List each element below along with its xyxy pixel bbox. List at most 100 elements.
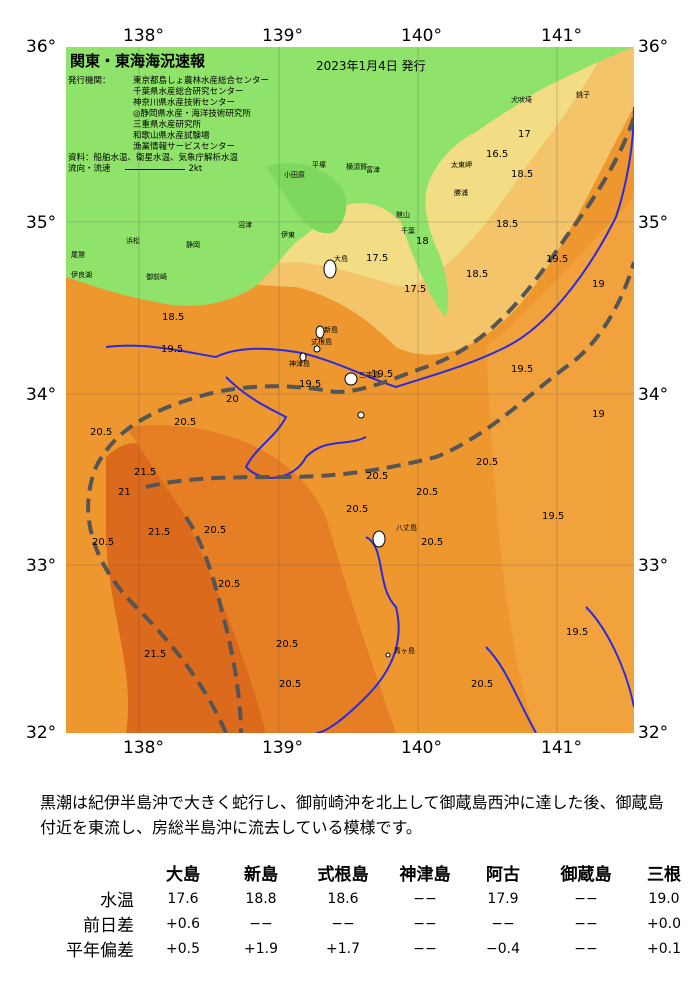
isotherm-label: 20.5 bbox=[416, 487, 438, 498]
lon-label-141-bottom: 141° bbox=[541, 738, 582, 758]
table-cell: 17.9 bbox=[487, 890, 519, 907]
place-irago: 伊良湖 bbox=[71, 270, 92, 279]
isotherm-label: 18.5 bbox=[496, 219, 518, 230]
isotherm-label: 18.5 bbox=[511, 169, 533, 180]
table-cell: 18.8 bbox=[245, 890, 277, 907]
isotherm-label: 20.5 bbox=[366, 471, 388, 482]
place-hachijojima: 八丈島 bbox=[396, 523, 417, 532]
island-oshima bbox=[323, 259, 337, 279]
island-header: 三根 bbox=[647, 864, 681, 885]
island-shikinejima bbox=[313, 345, 321, 353]
place-yokosuka: 横須賀 bbox=[346, 162, 367, 171]
row-label: 平年偏差 bbox=[66, 941, 134, 961]
table-cell: −− bbox=[413, 890, 437, 907]
table-cell: +0.1 bbox=[647, 940, 681, 957]
island-header: 式根島 bbox=[317, 864, 369, 885]
table-cell: 17.6 bbox=[167, 890, 199, 907]
lat-label-35-right: 35° bbox=[638, 213, 669, 233]
island-temperature-table: 大島 新島 式根島 神津島 阿古 御蔵島 三根 水温 17.6 18.8 18.… bbox=[44, 858, 698, 962]
isotherm-label: 20.5 bbox=[276, 639, 298, 650]
lon-label-139-bottom: 139° bbox=[262, 738, 303, 758]
lon-label-139-top: 139° bbox=[262, 26, 303, 46]
kuroshio-meander bbox=[184, 515, 243, 733]
flow-scale: 2kt bbox=[188, 164, 203, 174]
table-corner bbox=[44, 858, 144, 886]
table-header-row: 大島 新島 式根島 神津島 阿古 御蔵島 三根 bbox=[44, 858, 698, 886]
lat-label-32-right: 32° bbox=[638, 723, 669, 743]
issuer-item: 漁業情報サービスセンター bbox=[133, 142, 236, 152]
place-futtsu: 富津 bbox=[366, 165, 380, 174]
lat-label-36-left: 36° bbox=[26, 37, 57, 57]
place-niijima: 新島 bbox=[324, 325, 338, 334]
table-cell: −− bbox=[413, 940, 437, 957]
isotherm-label: 20.5 bbox=[92, 537, 114, 548]
lat-label-36-right: 36° bbox=[638, 37, 669, 57]
isotherm-label: 20.5 bbox=[346, 504, 368, 515]
isotherm-label: 19.5 bbox=[371, 369, 393, 380]
table-cell: −− bbox=[491, 915, 515, 932]
table-cell: −0.4 bbox=[486, 940, 520, 957]
table-cell: +1.9 bbox=[244, 940, 278, 957]
isotherm-label: 17.5 bbox=[366, 253, 388, 264]
isotherm-label: 18.5 bbox=[466, 269, 488, 280]
place-shikinejima: 式根島 bbox=[311, 337, 332, 346]
isotherm-label: 17.5 bbox=[404, 284, 426, 295]
map-date: 2023年1月4日 発行 bbox=[316, 59, 426, 73]
isotherm-label: 21.5 bbox=[148, 527, 170, 538]
isotherm-label: 17 bbox=[518, 129, 531, 140]
issuer-item: 東京都島しょ農林水産総合センター bbox=[133, 76, 270, 86]
island-aogashima bbox=[385, 652, 391, 658]
table-cell: −− bbox=[249, 915, 273, 932]
issuer-item: ◎静岡県水産・海洋技術研究所 bbox=[133, 109, 251, 119]
isotherm-label: 19.5 bbox=[546, 254, 568, 265]
issuer-item: 千葉県水産総合研究センター bbox=[133, 87, 244, 97]
isotherm-label: 18.5 bbox=[162, 312, 184, 323]
island-header: 神津島 bbox=[399, 864, 451, 885]
isotherm-20-lines bbox=[105, 106, 634, 733]
table-row: 平年偏差 +0.5 +1.9 +1.7 −− −0.4 −− +0.1 bbox=[44, 936, 698, 962]
warm-water-21-zone bbox=[126, 425, 396, 733]
isotherm-label: 19.5 bbox=[542, 511, 564, 522]
place-numazu: 沼津 bbox=[238, 220, 252, 229]
isotherm-label: 21 bbox=[118, 487, 131, 498]
island-hachijojima bbox=[372, 530, 386, 548]
row-label: 前日差 bbox=[83, 916, 134, 936]
grid-lines bbox=[66, 47, 634, 733]
issuer-item: 和歌山県水産試験場 bbox=[133, 131, 210, 141]
water-19-5-zone bbox=[486, 197, 634, 733]
table-row: 水温 17.6 18.8 18.6 −− 17.9 −− 19.0 bbox=[44, 886, 698, 912]
island-header: 新島 bbox=[244, 864, 278, 885]
row-label: 水温 bbox=[100, 891, 134, 911]
lat-label-33-right: 33° bbox=[638, 556, 669, 576]
isotherm-labels: 19.5 18.5 20.5 20.5 21 21.5 21.5 20.5 20… bbox=[90, 129, 605, 690]
place-inubosaki: 犬吠埼 bbox=[511, 95, 532, 104]
table-cell: +0.5 bbox=[166, 940, 200, 957]
issuer-item: 三重県水産研究所 bbox=[133, 120, 202, 130]
isotherm-label: 19 bbox=[592, 279, 605, 290]
lon-label-138-bottom: 138° bbox=[123, 738, 164, 758]
place-tateyama: 館山 bbox=[396, 210, 410, 219]
isotherm-label: 21.5 bbox=[144, 649, 166, 660]
table-cell: +0.0 bbox=[647, 915, 681, 932]
place-aogashima: 青ヶ島 bbox=[394, 646, 415, 655]
kuroshio-main-axis bbox=[86, 116, 634, 733]
island-header: 大島 bbox=[166, 864, 200, 885]
data-source: 資料：船舶水温、衛星水温、気象庁解析水温 bbox=[68, 153, 239, 163]
place-choshi: 銚子 bbox=[576, 90, 590, 99]
isotherm-label: 20.5 bbox=[204, 525, 226, 536]
isotherm-label: 20.5 bbox=[279, 679, 301, 690]
lat-label-34-left: 34° bbox=[26, 385, 57, 405]
lon-label-141-top: 141° bbox=[541, 26, 582, 46]
land-izu-peninsula bbox=[266, 163, 347, 234]
isotherm-label: 19.5 bbox=[511, 364, 533, 375]
island-kozushima bbox=[299, 352, 307, 362]
table-cell: −− bbox=[574, 940, 598, 957]
isotherm-label: 21.5 bbox=[134, 467, 156, 478]
isotherm-label: 19.5 bbox=[566, 627, 588, 638]
map-title: 関東・東海海況速報 bbox=[70, 52, 206, 70]
isotherm-label: 20.5 bbox=[421, 537, 443, 548]
islands bbox=[299, 259, 391, 658]
table-cell: −− bbox=[574, 890, 598, 907]
isotherm-label: 20 bbox=[226, 394, 239, 405]
place-shizuoka: 静岡 bbox=[186, 240, 200, 249]
